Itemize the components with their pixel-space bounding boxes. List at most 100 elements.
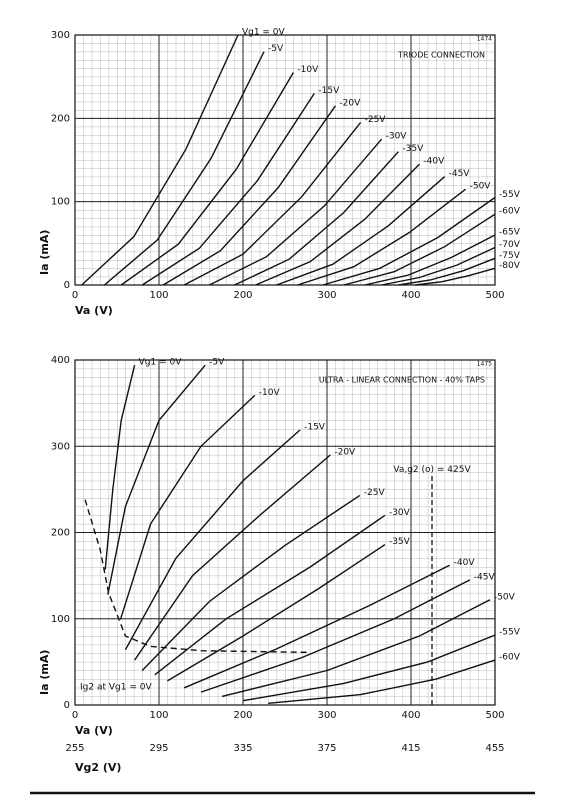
x-tick-label: 500 (485, 710, 504, 721)
curve-label: -20V (339, 98, 361, 108)
curve (234, 151, 399, 286)
curve (104, 365, 136, 570)
y-axis-title: Ia (mA) (38, 650, 51, 695)
curve-label: Ig2 at Vg1 = 0V (80, 683, 152, 693)
curve (221, 599, 491, 698)
curve (343, 213, 496, 286)
curve-label: -5V (209, 358, 225, 368)
x-tick-label: 300 (317, 710, 336, 721)
curve (167, 544, 386, 682)
y-tick-label: 0 (64, 280, 70, 291)
curve-label: -50V (494, 592, 516, 602)
x2-tick-label: 335 (233, 743, 252, 754)
curve (276, 176, 446, 286)
subtitle: ULTRA - LINEAR CONNECTION - 40% TAPS (319, 376, 485, 385)
curve (200, 579, 471, 693)
curve-label: -75V (499, 251, 521, 261)
curve-label: -55V (499, 628, 521, 638)
curve (183, 564, 450, 689)
curve (398, 257, 496, 286)
x2-tick-label: 255 (65, 743, 84, 754)
curve-label: -60V (499, 207, 521, 217)
curve-label: -65V (499, 228, 521, 238)
dashed-curve (84, 499, 311, 654)
curve-label: -25V (365, 115, 387, 125)
grid-fine (75, 35, 495, 285)
curve-label: -55V (499, 190, 521, 200)
y-tick-label: 100 (51, 197, 70, 208)
curve-label: -40V (423, 157, 445, 167)
curve (103, 51, 265, 286)
curve (297, 188, 467, 286)
curve-label: -35V (389, 537, 411, 547)
curve-label: -45V (449, 169, 471, 179)
curve (120, 72, 295, 286)
curve (81, 34, 239, 286)
curve (183, 122, 362, 286)
x-tick-label: 100 (149, 710, 168, 721)
curve (119, 394, 256, 620)
curve-label: -45V (474, 572, 496, 582)
subtitle: TRIODE CONNECTION (397, 51, 485, 60)
y-tick-label: 300 (51, 30, 70, 41)
x2-tick-label: 375 (317, 743, 336, 754)
curve-label: -35V (402, 144, 424, 154)
curve-label: -70V (499, 240, 521, 250)
curve-label: -40V (454, 558, 476, 568)
y-tick-label: 400 (51, 355, 70, 366)
curve-label: -10V (297, 65, 319, 75)
x-axis-title: Va (V) (75, 724, 113, 737)
curve (154, 514, 386, 676)
curve (242, 634, 496, 702)
curve (141, 494, 361, 671)
x2-tick-label: 295 (149, 743, 168, 754)
x-tick-label: 100 (149, 290, 168, 301)
plot-border (74, 34, 496, 286)
y-tick-label: 100 (51, 614, 70, 625)
curve-label: -25V (364, 488, 386, 498)
curve (141, 92, 315, 286)
curve (381, 246, 496, 286)
curve (415, 267, 496, 286)
x-tick-label: 300 (317, 290, 336, 301)
curve (209, 138, 383, 286)
x2-tick-label: 455 (485, 743, 504, 754)
x-tick-label: 200 (233, 290, 252, 301)
x-tick-label: 400 (401, 710, 420, 721)
figure-number: 1474 (477, 36, 492, 43)
y-tick-label: 200 (51, 528, 70, 539)
reference-label: Va,g2 (o) = 425V (393, 465, 471, 475)
curve (162, 105, 336, 286)
curve-label: -15V (318, 86, 340, 96)
curve (255, 163, 420, 286)
x2-axis-title: Vg2 (V) (75, 761, 121, 774)
curve-label: Vg1 = 0V (139, 358, 183, 368)
curve (124, 429, 301, 651)
x-axis-title: Va (V) (75, 304, 113, 317)
x-tick-label: 400 (401, 290, 420, 301)
figure-number: 1475 (477, 361, 492, 368)
x-tick-label: 0 (72, 710, 78, 721)
curve-label: -30V (386, 132, 408, 142)
y-tick-label: 300 (51, 441, 70, 452)
x2-tick-label: 415 (401, 743, 420, 754)
curve-label: -50V (470, 182, 492, 192)
curve-label: -5V (268, 44, 284, 54)
curve-label: Vg1 = 0V (242, 28, 286, 38)
curve-label: -60V (499, 653, 521, 663)
y-axis-title: Ia (mA) (38, 230, 51, 275)
y-tick-label: 200 (51, 113, 70, 124)
curve (322, 196, 496, 286)
curve-label: -30V (389, 508, 411, 518)
x-tick-label: 500 (485, 290, 504, 301)
curve (107, 364, 206, 595)
curve (364, 234, 496, 286)
curve (134, 454, 331, 661)
curve-label: -10V (259, 388, 281, 398)
plot-border (74, 359, 496, 706)
curve-label: -20V (334, 447, 356, 457)
y-tick-label: 0 (64, 700, 70, 711)
x-tick-label: 200 (233, 710, 252, 721)
